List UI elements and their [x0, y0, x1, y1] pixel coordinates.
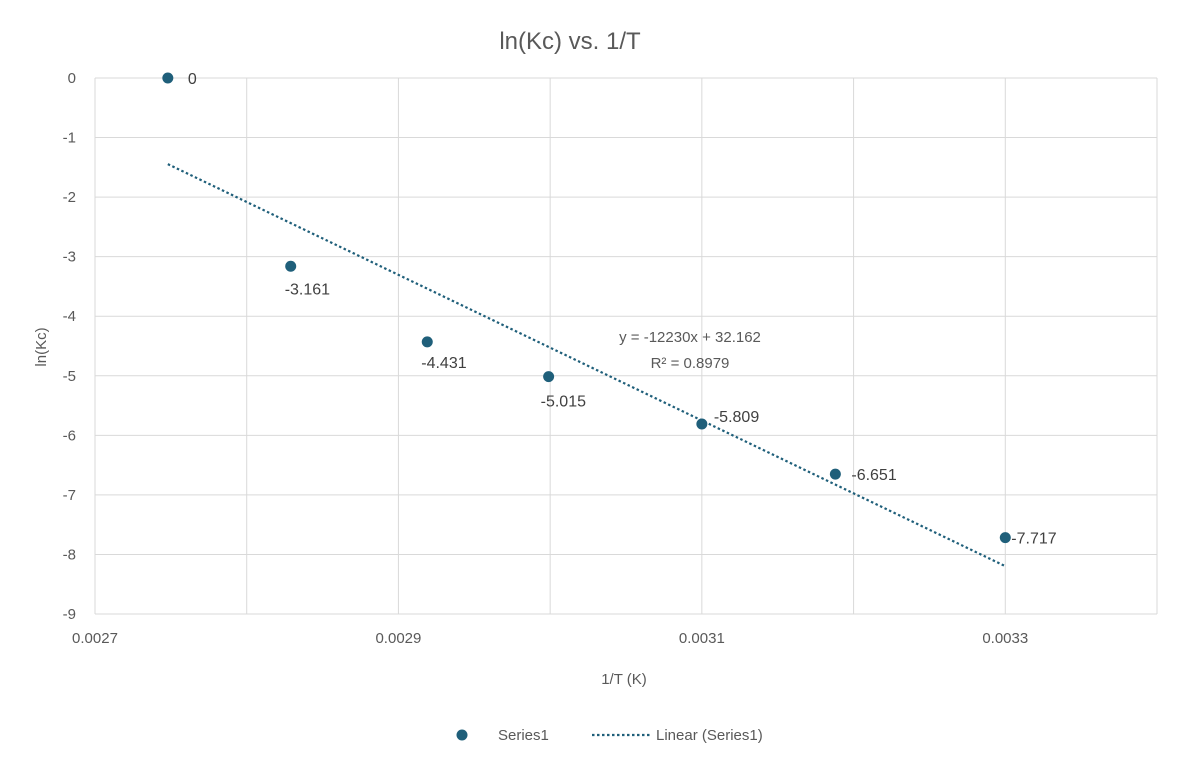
legend-label-trendline: Linear (Series1) — [656, 727, 763, 744]
data-point — [543, 371, 555, 383]
trendline — [167, 163, 1006, 568]
gridlines — [94, 77, 1158, 615]
data-label: -5.015 — [541, 394, 586, 411]
data-point — [829, 468, 841, 480]
x-axis-label: 1/T (K) — [601, 671, 647, 688]
data-label: -4.431 — [421, 355, 466, 372]
trendline-equation: y = -12230x + 32.162 — [619, 329, 761, 346]
data-point — [696, 418, 708, 430]
x-tick-labels: 0.0027 0.0029 0.0031 0.0033 — [72, 630, 1028, 647]
legend-label-series1: Series1 — [498, 727, 549, 744]
data-point — [285, 260, 297, 272]
data-label: -6.651 — [851, 467, 896, 484]
y-tick-label: 0 — [68, 70, 76, 87]
x-tick-label: 0.0033 — [982, 630, 1028, 647]
data-label: -5.809 — [714, 409, 759, 426]
data-point — [421, 336, 433, 348]
data-label: -3.161 — [285, 281, 330, 298]
data-labels: 0 -3.161 -4.431 -5.015 -5.809 -6.651 -7.717 — [188, 71, 1057, 548]
data-label: 0 — [188, 71, 197, 88]
chart-title: ln(Kc) vs. 1/T — [499, 28, 641, 55]
data-label: -7.717 — [1011, 531, 1056, 548]
x-tick-label: 0.0027 — [72, 630, 118, 647]
y-tick-label: -6 — [63, 427, 76, 444]
data-point — [162, 72, 174, 84]
y-tick-labels: 0 -1 -2 -3 -4 -5 -6 -7 -8 -9 — [63, 70, 76, 623]
x-tick-label: 0.0031 — [679, 630, 725, 647]
y-tick-label: -9 — [63, 606, 76, 623]
x-tick-label: 0.0029 — [375, 630, 421, 647]
legend: Series1 Linear (Series1) — [456, 727, 763, 744]
y-tick-label: -7 — [63, 487, 76, 504]
y-tick-label: -1 — [63, 130, 76, 147]
y-tick-label: -3 — [63, 249, 76, 266]
y-tick-label: -4 — [63, 308, 76, 325]
y-axis-label: ln(Kc) — [33, 327, 50, 366]
trendline-r-squared: R² = 0.8979 — [651, 355, 730, 372]
data-point — [999, 532, 1011, 544]
data-points — [162, 72, 1011, 544]
y-tick-label: -5 — [63, 368, 76, 385]
y-tick-label: -2 — [63, 189, 76, 206]
y-tick-label: -8 — [63, 546, 76, 563]
legend-marker-series1 — [456, 729, 468, 741]
